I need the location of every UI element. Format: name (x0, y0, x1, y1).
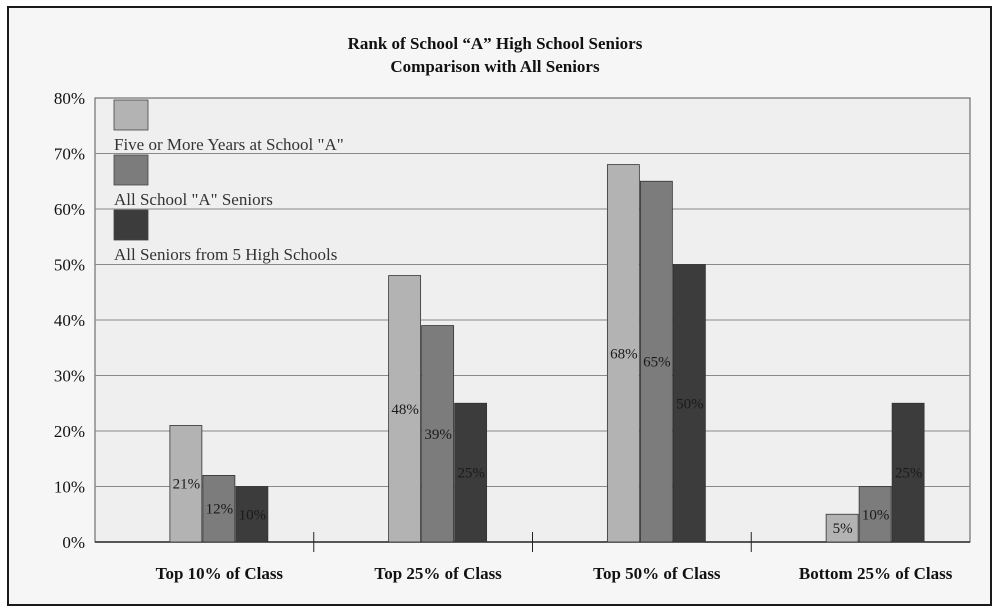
y-tick-label: 40% (54, 311, 85, 330)
chart-title: Rank of School “A” High School Seniors (348, 34, 643, 53)
legend-label: All Seniors from 5 High Schools (114, 245, 337, 264)
y-tick-label: 20% (54, 422, 85, 441)
bar (672, 264, 706, 543)
y-tick-label: 70% (54, 145, 85, 164)
x-tick-label: Top 50% of Class (593, 564, 721, 583)
chart-subtitle: Comparison with All Seniors (390, 57, 600, 76)
x-tick-label: Top 25% of Class (374, 564, 502, 583)
legend-label: Five or More Years at School "A" (114, 135, 344, 154)
data-label: 50% (676, 396, 704, 412)
y-tick-label: 80% (54, 89, 85, 108)
bar (639, 180, 673, 543)
bar (388, 275, 422, 543)
data-label: 65% (643, 355, 671, 371)
x-tick-label: Bottom 25% of Class (799, 564, 953, 583)
x-tick-label: Top 10% of Class (156, 564, 284, 583)
data-label: 39% (424, 427, 452, 443)
bar (454, 402, 488, 543)
bar (169, 425, 203, 543)
y-tick-label: 50% (54, 256, 85, 275)
bar (202, 474, 236, 543)
data-label: 25% (895, 466, 923, 482)
bar (421, 325, 455, 543)
data-label: 68% (610, 346, 638, 362)
data-label: 10% (862, 507, 890, 523)
data-label: 48% (391, 402, 419, 418)
legend-label: All School "A" Seniors (114, 190, 273, 209)
bar (825, 513, 859, 543)
data-label: 21% (173, 477, 201, 493)
y-tick-label: 10% (54, 478, 85, 497)
legend-swatch (113, 209, 149, 241)
bar-chart: Rank of School “A” High School Seniors C… (54, 34, 971, 583)
bar (891, 402, 925, 543)
data-label: 25% (457, 466, 485, 482)
legend-swatch (113, 99, 149, 131)
y-tick-label: 30% (54, 367, 85, 386)
bar (606, 164, 640, 543)
y-tick-label: 0% (62, 533, 85, 552)
legend-swatch (113, 154, 149, 186)
bar (858, 486, 892, 543)
data-label: 5% (833, 521, 853, 537)
data-label: 10% (239, 507, 267, 523)
data-label: 12% (206, 502, 234, 518)
bar (235, 486, 269, 543)
y-tick-label: 60% (54, 200, 85, 219)
